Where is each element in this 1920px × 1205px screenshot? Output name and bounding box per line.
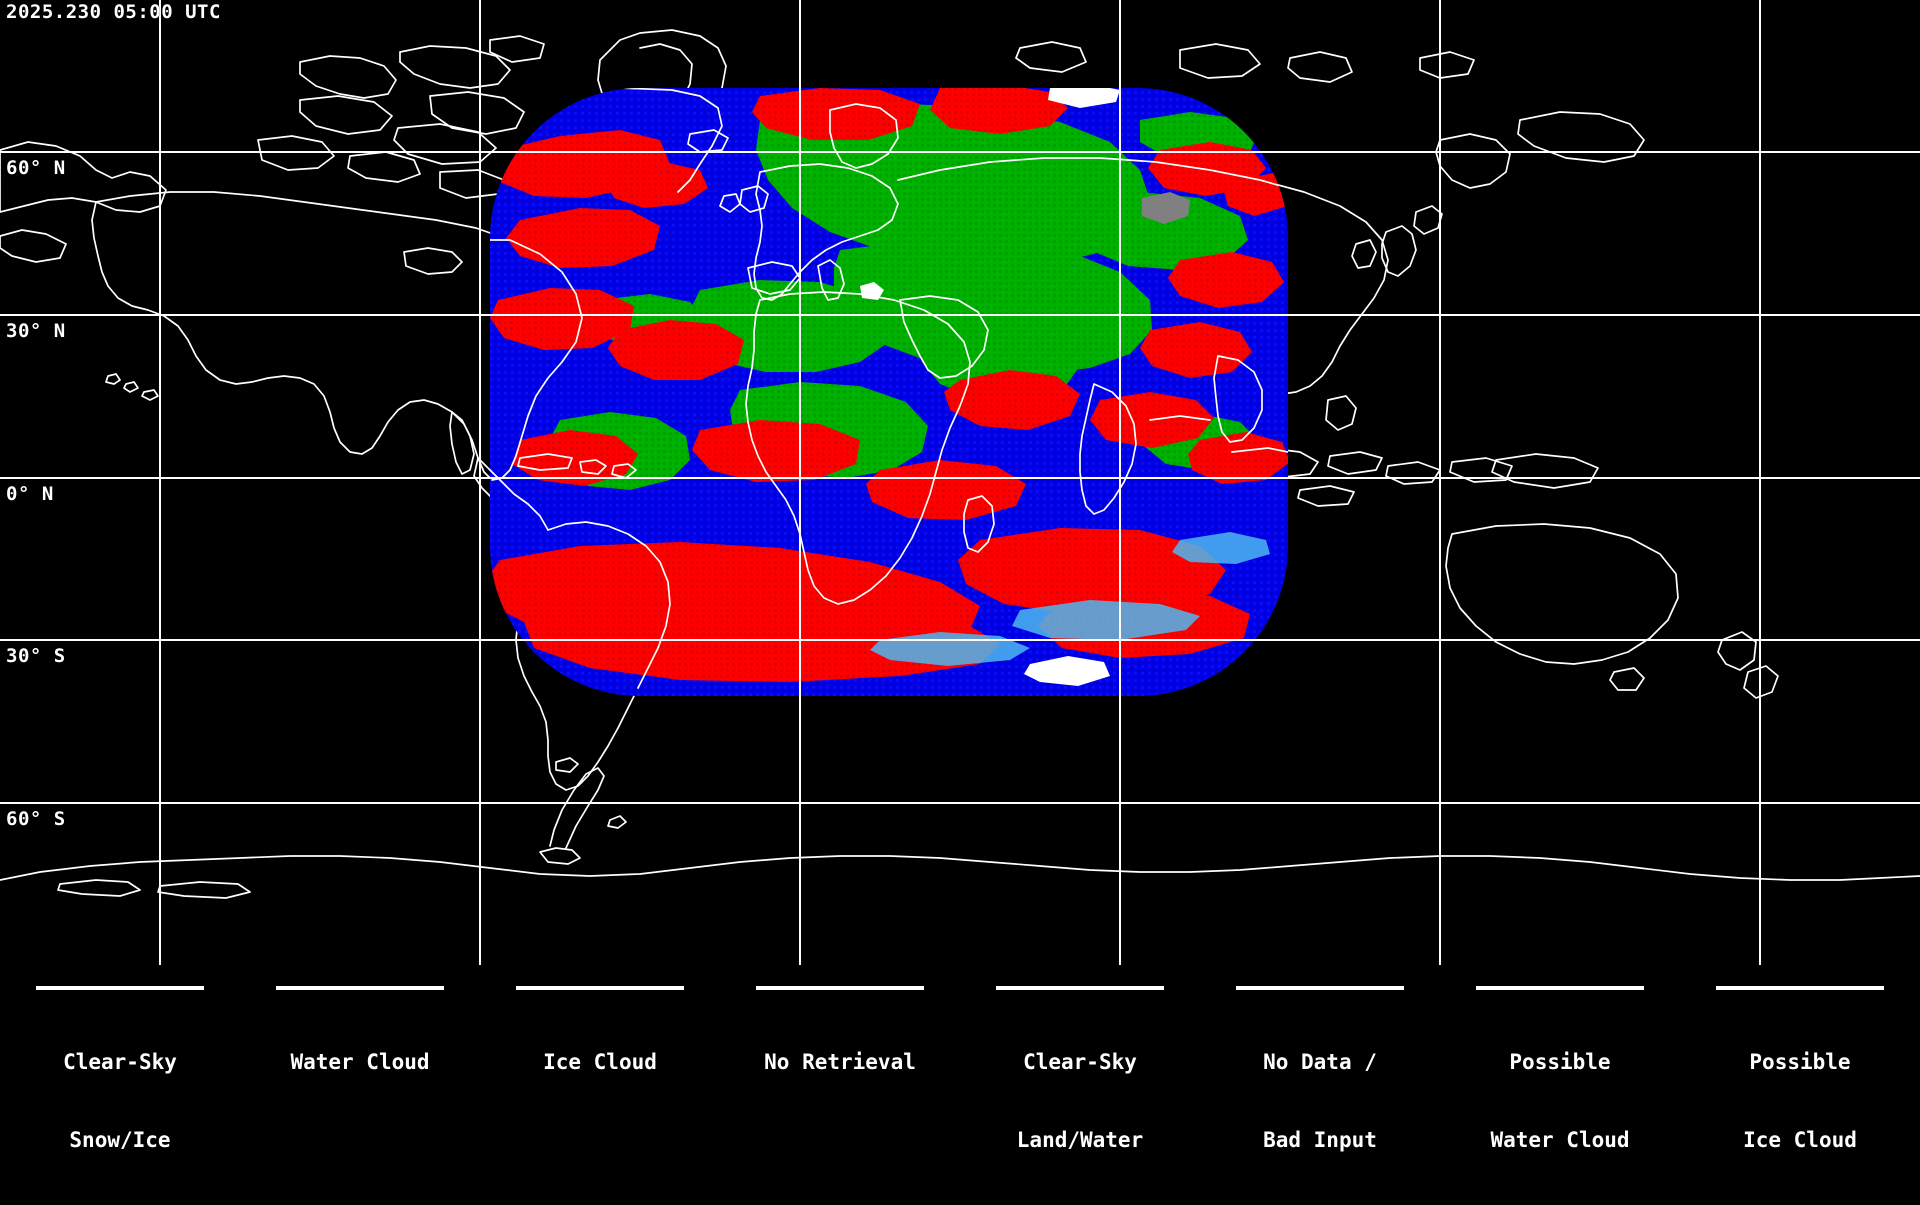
cloud-phase-map-view: 2025.230 05:00 UTC 60° N 30° N 0° N 30° … bbox=[0, 0, 1920, 1152]
legend-item-ice-cloud[interactable]: Ice Cloud bbox=[480, 965, 720, 1080]
legend-swatch-clear-sky-snow-ice bbox=[36, 986, 204, 990]
graticule bbox=[0, 0, 1920, 965]
satellite-data-disk[interactable] bbox=[478, 84, 1294, 696]
legend-label-line1: No Data / bbox=[1263, 1050, 1377, 1074]
legend-swatch-possible-water-cloud bbox=[1476, 986, 1644, 990]
legend-item-no-data-bad-input[interactable]: No Data / Bad Input bbox=[1200, 965, 1440, 1152]
legend-bar: Clear-Sky Snow/Ice Water Cloud Ice Cloud… bbox=[0, 965, 1920, 1152]
legend-label-clear-sky-snow-ice: Clear-Sky Snow/Ice bbox=[63, 997, 177, 1205]
legend-label-line2: Land/Water bbox=[1016, 1128, 1144, 1152]
legend-item-possible-ice-cloud[interactable]: Possible Ice Cloud bbox=[1680, 965, 1920, 1152]
legend-label-clear-sky-land-water: Clear-Sky Land/Water bbox=[1017, 997, 1143, 1205]
legend-swatch-water-cloud bbox=[276, 986, 444, 990]
latitude-label-0: 0° N bbox=[6, 483, 54, 505]
legend-label-line1: Possible bbox=[1509, 1050, 1611, 1074]
legend-swatch-no-data-bad-input bbox=[1236, 986, 1404, 990]
legend-label-line1: Water Cloud bbox=[290, 1050, 430, 1074]
legend-swatch-ice-cloud bbox=[516, 986, 684, 990]
legend-label-possible-water-cloud: Possible Water Cloud bbox=[1490, 997, 1629, 1205]
legend-label-line1: Ice Cloud bbox=[543, 1050, 657, 1074]
legend-label-line1: Possible bbox=[1749, 1050, 1851, 1074]
latitude-label-60s: 60° S bbox=[6, 808, 66, 830]
legend-label-line2: Water Cloud bbox=[1490, 1128, 1630, 1152]
legend-swatch-no-retrieval bbox=[756, 986, 924, 990]
latitude-label-60n: 60° N bbox=[6, 157, 66, 179]
legend-label-line1: Clear-Sky bbox=[63, 1050, 177, 1074]
legend-item-clear-sky-snow-ice[interactable]: Clear-Sky Snow/Ice bbox=[0, 965, 240, 1152]
legend-label-line1: Clear-Sky bbox=[1023, 1050, 1137, 1074]
world-map[interactable] bbox=[0, 0, 1920, 965]
legend-item-no-retrieval[interactable]: No Retrieval bbox=[720, 965, 960, 1080]
legend-swatch-clear-sky-land-water bbox=[996, 986, 1164, 990]
latitude-label-30n: 30° N bbox=[6, 320, 66, 342]
latitude-label-30s: 30° S bbox=[6, 645, 66, 667]
legend-label-line2: Bad Input bbox=[1263, 1128, 1377, 1152]
legend-label-no-data-bad-input: No Data / Bad Input bbox=[1263, 997, 1377, 1205]
legend-label-possible-ice-cloud: Possible Ice Cloud bbox=[1743, 997, 1857, 1205]
legend-label-ice-cloud: Ice Cloud bbox=[543, 997, 657, 1153]
legend-item-clear-sky-land-water[interactable]: Clear-Sky Land/Water bbox=[960, 965, 1200, 1152]
legend-label-line2: Ice Cloud bbox=[1743, 1128, 1857, 1152]
legend-swatch-possible-ice-cloud bbox=[1716, 986, 1884, 990]
legend-label-line1: No Retrieval bbox=[764, 1050, 916, 1074]
legend-item-water-cloud[interactable]: Water Cloud bbox=[240, 965, 480, 1080]
timestamp-label: 2025.230 05:00 UTC bbox=[6, 1, 221, 23]
legend-item-possible-water-cloud[interactable]: Possible Water Cloud bbox=[1440, 965, 1680, 1152]
legend-label-no-retrieval: No Retrieval bbox=[764, 997, 916, 1153]
legend-label-line2: Snow/Ice bbox=[69, 1128, 171, 1152]
legend-label-water-cloud: Water Cloud bbox=[290, 997, 429, 1153]
map-panel[interactable]: 2025.230 05:00 UTC 60° N 30° N 0° N 30° … bbox=[0, 0, 1920, 965]
